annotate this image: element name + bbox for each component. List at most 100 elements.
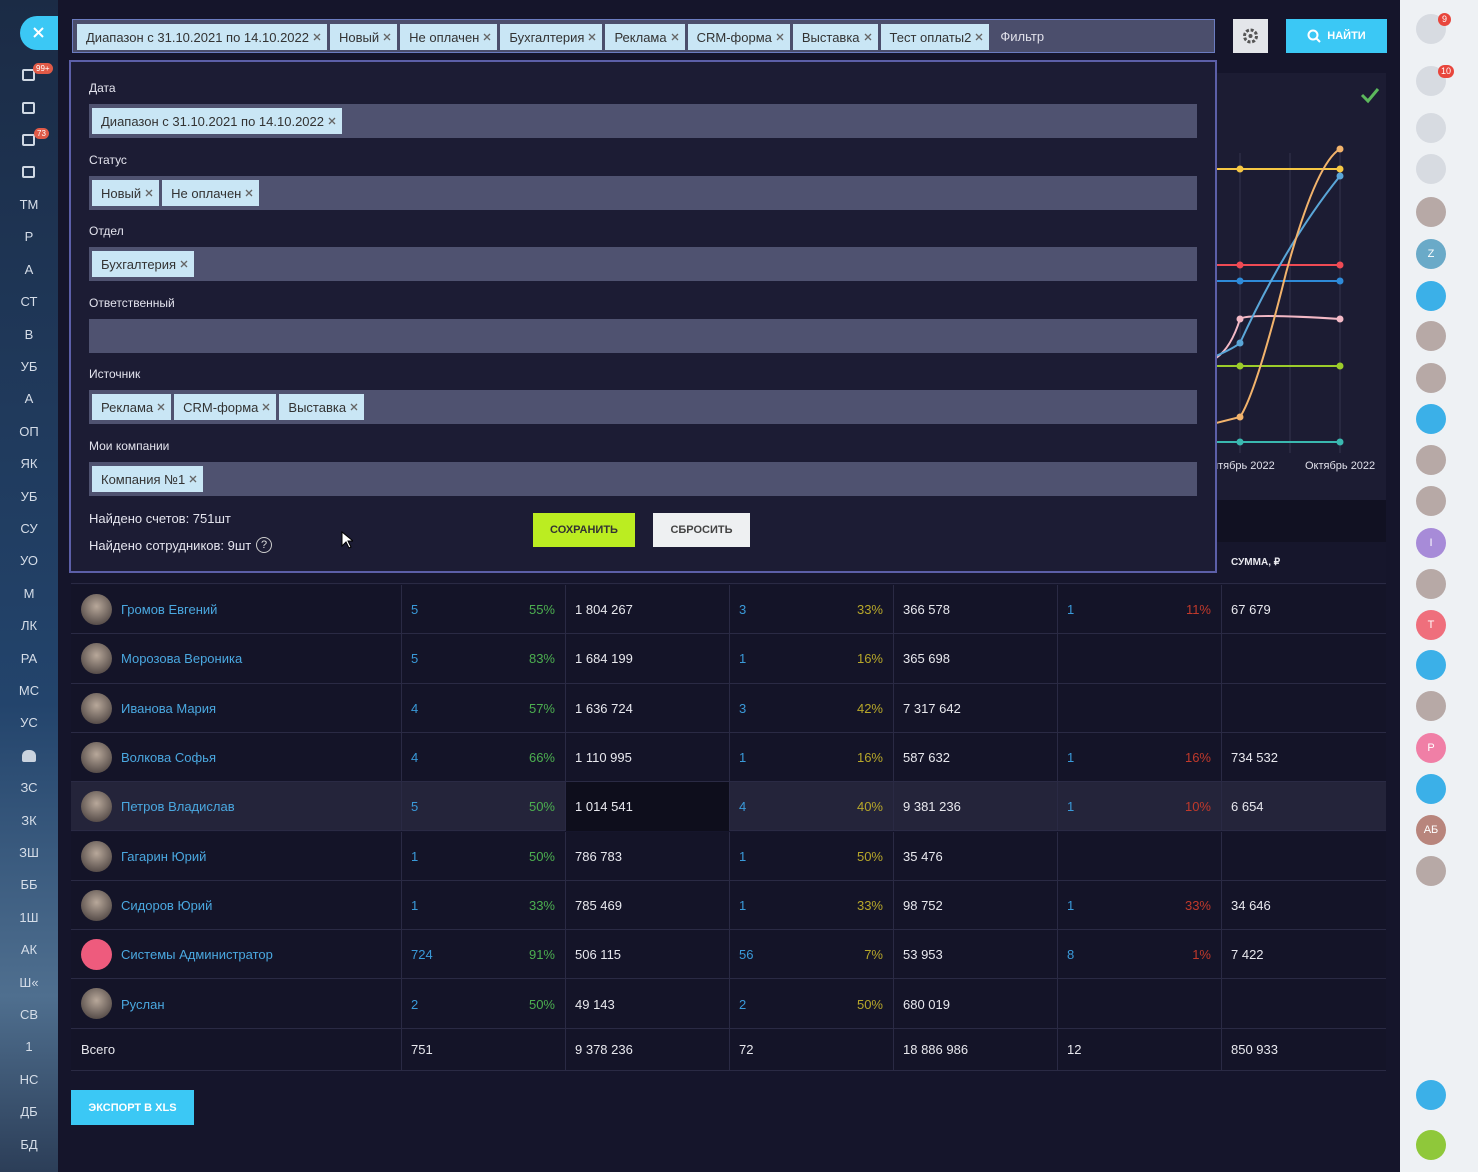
table-cell[interactable]: Гагарин Юрий [121,848,207,864]
nav-item[interactable]: РА [20,650,38,666]
remove-icon[interactable] [776,33,784,41]
avatar[interactable] [1416,404,1446,434]
nav-item[interactable]: Р [24,229,34,245]
field-input[interactable]: Реклама CRM-форма Выставка [89,390,1197,424]
toolbar-icon[interactable] [1416,154,1446,184]
filter-tag[interactable]: Компания №1 [92,466,204,492]
table-cell[interactable]: Руслан [121,996,165,1012]
nav-item[interactable]: М [23,585,35,601]
nav-item[interactable]: ЗШ [19,845,39,860]
field-input[interactable]: Новый Не оплачен [89,176,1197,210]
nav-item[interactable]: УО [20,553,38,569]
avatar[interactable] [1416,197,1446,227]
table-cell[interactable]: Громов Евгений [121,602,218,618]
remove-icon[interactable] [864,33,872,41]
filter-tag[interactable]: CRM-форма [174,394,277,420]
field-input[interactable]: Диапазон с 31.10.2021 по 14.10.2022 [89,104,1197,138]
nav-item[interactable]: АК [20,942,38,958]
filter-tag[interactable]: Новый [92,180,160,206]
remove-icon[interactable] [350,403,358,411]
call-button[interactable] [1416,1130,1446,1160]
filter-tag[interactable]: Выставка [792,24,878,50]
table-cell[interactable]: Морозова Вероника [121,651,243,667]
nav-item[interactable]: ЛК [20,618,38,634]
help-icon[interactable]: ? [256,537,272,553]
remove-icon[interactable] [245,189,253,197]
remove-icon[interactable] [262,403,270,411]
nav-item[interactable]: ЗС [20,780,38,796]
field-input[interactable] [89,319,1197,353]
field-input[interactable]: Бухгалтерия [89,247,1197,281]
remove-icon[interactable] [483,33,491,41]
nav-item[interactable]: МС [18,683,40,698]
avatar[interactable] [1416,774,1446,804]
avatar[interactable]: АБ [1416,815,1446,845]
filter-bar[interactable]: Диапазон с 31.10.2021 по 14.10.2022 Новый… [72,19,1215,53]
nav-item[interactable]: 1 [25,1039,33,1055]
nav-item[interactable]: Ш« [19,974,39,990]
filter-tag[interactable]: Диапазон с 31.10.2021 по 14.10.2022 [77,24,327,50]
nav-item[interactable]: БД [20,1136,38,1152]
remove-icon[interactable] [313,33,321,41]
remove-icon[interactable] [383,33,391,41]
remove-icon[interactable] [180,260,188,268]
avatar[interactable] [1416,281,1446,311]
nav-item[interactable]: ЯК [20,456,38,472]
nav-item[interactable]: УБ [20,488,38,504]
avatar[interactable] [1416,445,1446,475]
avatar[interactable]: Z [1416,239,1446,269]
remove-icon[interactable] [975,33,983,41]
remove-icon[interactable] [588,33,596,41]
nav-item[interactable]: ДБ [20,1104,38,1120]
filter-tag[interactable]: Не оплачен [162,180,260,206]
nav-item[interactable]: НС [19,1071,39,1087]
table-cell[interactable]: Сидоров Юрий [121,897,213,913]
nav-item[interactable]: УС [20,715,38,731]
avatar[interactable] [1416,650,1446,680]
remove-icon[interactable] [145,189,153,197]
nav-item[interactable]: А [24,391,34,407]
close-button[interactable] [20,16,58,50]
remove-icon[interactable] [157,403,165,411]
avatar[interactable]: P [1416,733,1446,763]
filter-tag[interactable]: Диапазон с 31.10.2021 по 14.10.2022 [92,108,342,134]
settings-button[interactable] [1233,19,1268,53]
export-button[interactable]: ЭКСПОРТ В XLS [71,1090,194,1125]
avatar[interactable]: I [1416,528,1446,558]
filter-tag[interactable]: Реклама [92,394,172,420]
filter-tag[interactable]: Новый [330,24,398,50]
avatar[interactable]: T [1416,610,1446,640]
toolbar-icon[interactable] [1416,1080,1446,1110]
avatar[interactable] [1416,569,1446,599]
search-button[interactable]: НАЙТИ [1286,19,1387,53]
table-cell[interactable]: Иванова Мария [121,700,217,716]
filter-tag[interactable]: Тест оплаты2 [880,24,990,50]
nav-item[interactable]: СУ [20,521,38,536]
nav-item[interactable]: ЗК [21,812,37,828]
table-cell[interactable]: Волкова Софья [121,750,216,766]
filter-tag[interactable]: Бухгалтерия [92,251,195,277]
table-cell[interactable]: Системы Администратор [121,947,273,963]
nav-item[interactable]: 1Ш [19,909,39,925]
save-button[interactable]: СОХРАНИТЬ [533,513,635,547]
avatar[interactable] [1416,486,1446,516]
table-cell[interactable]: Петров Владислав [121,799,235,815]
field-input[interactable]: Компания №1 [89,462,1197,496]
nav-item[interactable]: ББ [20,877,38,893]
filter-input[interactable]: Фильтр [1000,29,1045,44]
filter-tag[interactable]: Выставка [279,394,365,420]
reset-button[interactable]: СБРОСИТЬ [653,513,750,547]
remove-icon[interactable] [328,117,336,125]
nav-item[interactable]: ОП [19,423,39,439]
nav-item[interactable]: В [24,326,34,342]
nav-item[interactable]: ТМ [19,197,39,212]
toolbar-icon[interactable] [1416,113,1446,143]
filter-tag[interactable]: Реклама [605,24,685,50]
nav-item[interactable]: УБ [20,359,38,374]
remove-icon[interactable] [189,475,197,483]
avatar[interactable] [1416,321,1446,351]
avatar[interactable] [1416,691,1446,721]
nav-item[interactable]: А [24,261,34,277]
remove-icon[interactable] [671,33,679,41]
filter-tag[interactable]: Бухгалтерия [500,24,603,50]
